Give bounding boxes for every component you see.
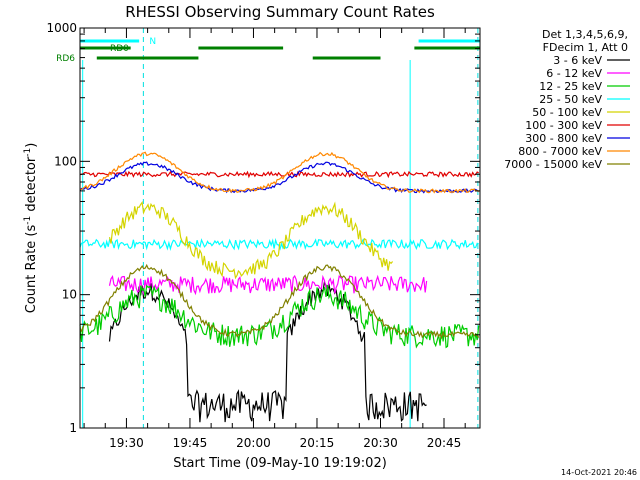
x-tick-label: 20:30 [363,436,398,450]
legend-entry-label: 25 - 50 keV [539,93,602,106]
flag-bar-label: RD6 [56,54,75,64]
series-line-2 [79,284,480,349]
legend-entry-label: 800 - 7000 keV [518,145,602,158]
y-axis-label-main: Count Rate (s [24,225,39,314]
y-axis-label-sup1: -1 [23,216,33,225]
x-axis-label: Start Time (09-May-10 19:19:02) [173,456,387,471]
legend-header-line-1: Det 1,3,4,5,6,9, [542,28,628,41]
series-line-7 [79,151,480,194]
y-tick-label: 1 [69,421,77,435]
x-axis: 19:30 19:45 20:00 20:15 20:30 20:45 [83,28,466,450]
legend-entry-label: 3 - 6 keV [553,54,602,67]
legend-entry-label: 12 - 25 keV [539,80,602,93]
legend-entry-label: 100 - 300 keV [525,119,602,132]
legend-entry-label: 7000 - 15000 keV [504,158,602,171]
y-axis: 1 10 100 1000 [46,21,480,435]
legend-entry-label: 6 - 12 keV [546,67,602,80]
series-line-5 [79,170,479,179]
x-tick-label: 19:45 [173,436,208,450]
y-tick-label: 10 [62,288,77,302]
x-tick-label: 20:00 [236,436,271,450]
y-axis-label-mid: detector [24,156,39,216]
legend-header-line-2: FDecim 1, Att 0 [543,41,628,54]
y-axis-label-end: ) [24,143,39,148]
flag-bar-label: RD0 [110,44,129,54]
y-axis-label-sup2: -1 [23,148,33,157]
series-line-8 [79,263,480,340]
y-tick-label: 100 [54,154,77,168]
x-tick-label: 19:30 [109,436,144,450]
x-tick-label: 20:45 [427,436,462,450]
legend-entry-label: 50 - 100 keV [532,106,602,119]
flag-bar-label: N [149,37,156,47]
y-axis-label: Count Rate (s-1 detector-1) [23,143,39,314]
x-tick-label: 20:15 [300,436,335,450]
y-tick-label: 1000 [46,21,77,35]
series-line-1 [108,274,428,296]
timestamp: 14-Oct-2021 20:46 [561,468,637,477]
series-line-0 [108,280,427,423]
legend-entry-label: 300 - 800 keV [525,132,602,145]
plot-frame [79,27,481,429]
chart-title: RHESSI Observing Summary Count Rates [125,3,435,21]
series-line-4 [108,200,394,280]
series-line-6 [79,161,480,194]
